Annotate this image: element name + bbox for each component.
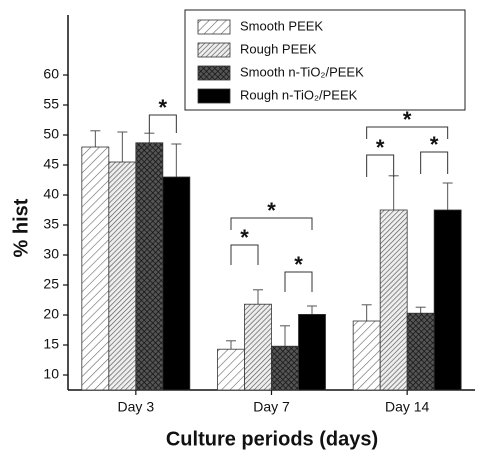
significance-bracket bbox=[420, 151, 449, 174]
significance-bracket bbox=[148, 114, 177, 133]
bar bbox=[162, 176, 191, 391]
legend-swatch bbox=[197, 42, 231, 58]
legend-swatch bbox=[197, 88, 231, 104]
significance-star: * bbox=[267, 198, 276, 223]
bar bbox=[298, 313, 326, 391]
bar bbox=[379, 209, 408, 391]
legend-label: Smooth PEEK bbox=[240, 18, 323, 33]
significance-star: * bbox=[403, 107, 412, 132]
y-tick-label: 25 bbox=[43, 276, 59, 292]
bar bbox=[352, 320, 381, 391]
x-axis-title: Culture periods (days) bbox=[166, 428, 378, 450]
legend-label: Smooth n-TiO₂/PEEK bbox=[240, 64, 364, 79]
y-axis-title: % hist bbox=[10, 198, 32, 257]
legend-label: Rough n-TiO₂/PEEK bbox=[240, 87, 358, 102]
significance-bracket bbox=[366, 126, 449, 139]
y-tick-label: 10 bbox=[43, 366, 59, 382]
bar bbox=[244, 303, 272, 391]
y-tick-label: 55 bbox=[43, 96, 59, 112]
significance-bracket bbox=[284, 271, 313, 292]
legend-swatch bbox=[197, 65, 231, 81]
legend-label: Rough PEEK bbox=[240, 41, 317, 56]
x-tick-label: Day 3 bbox=[118, 399, 155, 415]
significance-star: * bbox=[376, 135, 385, 160]
significance-star: * bbox=[240, 225, 249, 250]
bar bbox=[108, 161, 137, 391]
y-tick-label: 35 bbox=[43, 216, 59, 232]
significance-bracket bbox=[230, 217, 313, 230]
significance-star: * bbox=[430, 132, 439, 157]
bar bbox=[433, 209, 462, 391]
y-tick-label: 45 bbox=[43, 156, 59, 172]
y-tick-label: 40 bbox=[43, 186, 59, 202]
y-tick-label: 30 bbox=[43, 246, 59, 262]
x-tick-label: Day 14 bbox=[385, 399, 430, 415]
legend-box bbox=[184, 9, 466, 111]
bar bbox=[271, 345, 299, 391]
x-tick-label: Day 7 bbox=[253, 399, 290, 415]
significance-star: * bbox=[159, 95, 168, 120]
significance-star: * bbox=[294, 252, 303, 277]
significance-bracket bbox=[230, 244, 259, 265]
y-tick-label: 50 bbox=[43, 126, 59, 142]
y-tick-label: 20 bbox=[43, 306, 59, 322]
bar bbox=[81, 146, 110, 391]
y-tick-label: 60 bbox=[43, 66, 59, 82]
bar bbox=[217, 348, 245, 391]
legend: Smooth PEEK Rough PEEK Smooth n-TiO₂/PEEK R… bbox=[184, 9, 466, 111]
bar bbox=[406, 312, 435, 391]
bar bbox=[135, 142, 164, 391]
y-tick-label: 15 bbox=[43, 336, 59, 352]
legend-swatch bbox=[197, 19, 231, 35]
significance-bracket bbox=[366, 154, 395, 177]
